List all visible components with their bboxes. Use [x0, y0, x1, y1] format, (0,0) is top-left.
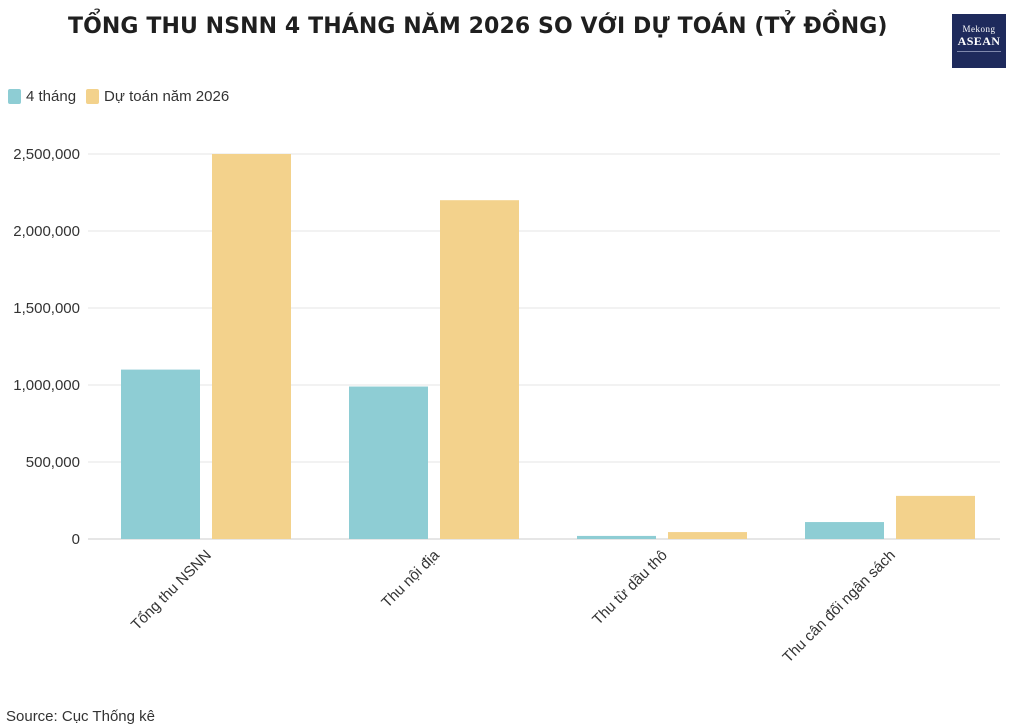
y-tick-label: 500,000 [26, 454, 80, 471]
legend-item-du-toan: Dự toán năm 2026 [86, 88, 229, 105]
x-tick-label: Thu cân đối ngân sách [779, 547, 898, 666]
bar-4-thang [577, 535, 656, 539]
bar-4-thang [805, 522, 884, 539]
x-tick-label: Tổng thu NSNN [128, 547, 215, 634]
y-tick-label: 1,000,000 [13, 377, 80, 394]
bar-du-toan [668, 532, 747, 539]
bar-chart: 0 500,000 1,000,000 1,500,000 2,000,000 2,500… [13, 146, 1000, 666]
logo-line-2: ASEAN [957, 34, 1001, 48]
x-tick-label: Thu từ dầu thô [589, 547, 671, 629]
y-tick-label: 2,500,000 [13, 146, 80, 163]
source-note: Source: Cục Thống kê [6, 708, 155, 725]
x-tick-label: Thu nội địa [378, 546, 443, 611]
bar-du-toan [440, 200, 519, 539]
legend-item-4-thang: 4 tháng [8, 88, 76, 105]
logo-line-1: Mekong [962, 24, 996, 34]
legend-swatch-4-thang [8, 89, 21, 104]
bar-4-thang [349, 386, 428, 539]
legend-label-4-thang: 4 tháng [26, 88, 77, 105]
y-tick-label: 0 [72, 531, 80, 548]
bar-du-toan [896, 495, 975, 539]
legend-swatch-du-toan [86, 89, 100, 104]
chart-title: TỔNG THU NSNN 4 THÁNG NĂM 2026 SO VỚI DỰ… [68, 14, 888, 39]
y-tick-label: 1,500,000 [13, 300, 80, 317]
chart-legend: 4 tháng Dự toán năm 2026 [8, 88, 239, 105]
bar-du-toan [212, 154, 291, 539]
bar-4-thang [121, 369, 200, 539]
legend-label-du-toan: Dự toán năm 2026 [104, 88, 230, 105]
y-tick-label: 2,000,000 [13, 223, 80, 240]
logo-rule [957, 51, 1001, 54]
mekong-asean-logo: Mekong ASEAN [952, 14, 1006, 68]
